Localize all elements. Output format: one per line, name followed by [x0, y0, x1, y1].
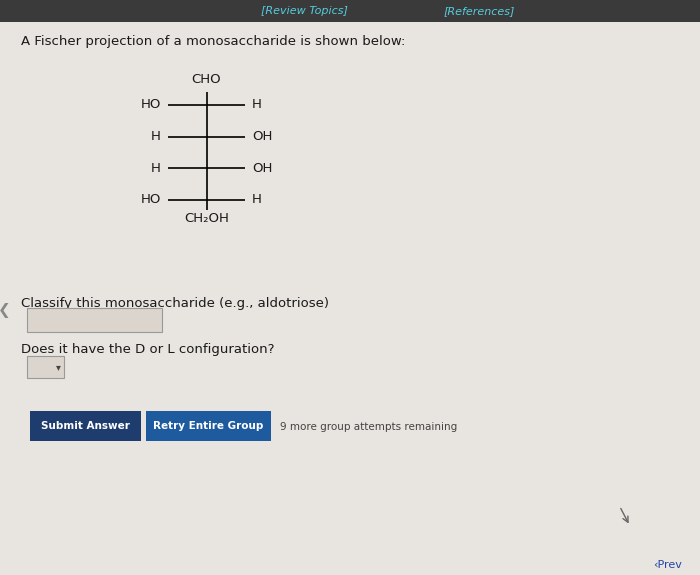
FancyBboxPatch shape [27, 356, 64, 378]
Text: OH: OH [252, 162, 272, 175]
Text: A Fischer projection of a monosaccharide is shown below:: A Fischer projection of a monosaccharide… [21, 35, 405, 48]
Text: [References]: [References] [444, 6, 515, 16]
Text: Classify this monosaccharide (e.g., aldotriose): Classify this monosaccharide (e.g., aldo… [21, 297, 329, 310]
FancyBboxPatch shape [30, 411, 141, 441]
Text: HO: HO [141, 98, 161, 112]
Text: HO: HO [141, 193, 161, 206]
FancyBboxPatch shape [146, 411, 271, 441]
Text: H: H [252, 193, 262, 206]
Text: H: H [252, 98, 262, 112]
Text: Submit Answer: Submit Answer [41, 421, 130, 431]
Text: ‹Prev: ‹Prev [654, 559, 682, 570]
Text: ❮: ❮ [0, 303, 10, 318]
Text: CH₂OH: CH₂OH [184, 213, 229, 225]
Text: H: H [151, 162, 161, 175]
Text: Retry Entire Group: Retry Entire Group [153, 421, 263, 431]
Text: [Review Topics]: [Review Topics] [261, 6, 348, 16]
Text: OH: OH [252, 130, 272, 143]
Text: ▾: ▾ [56, 362, 60, 372]
FancyBboxPatch shape [27, 308, 162, 332]
Text: Does it have the D or L configuration?: Does it have the D or L configuration? [21, 343, 274, 356]
Text: CHO: CHO [192, 73, 221, 86]
Text: 9 more group attempts remaining: 9 more group attempts remaining [280, 421, 457, 432]
FancyBboxPatch shape [0, 0, 700, 22]
Text: H: H [151, 130, 161, 143]
